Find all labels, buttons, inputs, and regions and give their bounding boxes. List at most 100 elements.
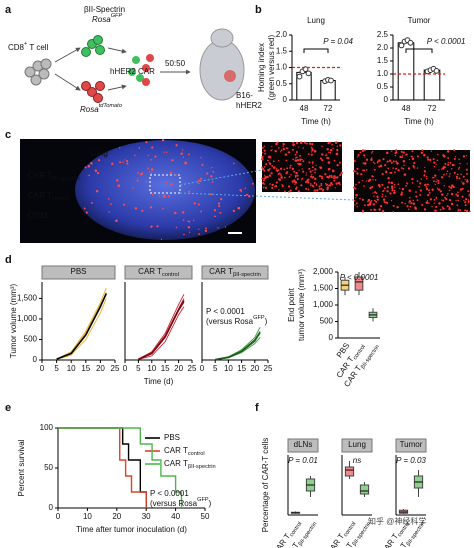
dot	[170, 183, 173, 186]
dot	[356, 206, 359, 208]
dot	[320, 175, 323, 178]
x-tick-label: 25	[264, 364, 273, 373]
dot	[327, 161, 331, 164]
dot	[138, 147, 141, 149]
dot	[369, 201, 372, 204]
dot	[267, 168, 270, 172]
dot	[400, 150, 403, 153]
dot	[425, 177, 428, 180]
dot	[150, 225, 153, 228]
dot	[434, 183, 436, 186]
dot	[299, 158, 302, 161]
dot	[294, 153, 297, 156]
dot	[413, 161, 416, 165]
dot	[436, 187, 439, 190]
dot	[440, 168, 443, 170]
tumor	[224, 70, 236, 82]
x-tick-label: 20	[174, 364, 183, 373]
dot	[373, 199, 376, 202]
dot	[318, 185, 321, 188]
dot	[374, 179, 377, 181]
dot	[416, 167, 419, 169]
dot	[311, 151, 313, 153]
text-part: control	[188, 451, 205, 457]
dot	[362, 179, 364, 182]
dot	[408, 200, 411, 203]
dot	[421, 149, 424, 151]
dot	[337, 181, 341, 185]
dot	[413, 167, 415, 169]
dot	[320, 184, 323, 187]
dot	[371, 175, 374, 178]
dot	[389, 172, 392, 174]
dot	[181, 211, 185, 214]
line	[215, 331, 261, 360]
dot	[298, 146, 300, 148]
dot	[334, 141, 338, 144]
dot	[244, 187, 246, 189]
y-axis-label: (green versus red)	[267, 34, 276, 100]
dot	[356, 167, 359, 170]
dot	[415, 191, 417, 193]
dot	[307, 153, 310, 155]
dot	[287, 190, 290, 193]
panel-header	[41, 265, 116, 280]
dot	[455, 193, 458, 196]
dot	[393, 191, 396, 195]
dot	[451, 163, 455, 167]
dot	[363, 204, 366, 206]
dot	[325, 182, 327, 185]
dot	[158, 195, 161, 197]
dot	[319, 166, 321, 168]
dot	[453, 149, 456, 152]
cell	[87, 87, 97, 97]
text-part: CAR T	[138, 267, 162, 276]
dot	[165, 151, 168, 153]
dot	[402, 151, 405, 154]
dot	[147, 167, 149, 170]
dot	[271, 164, 274, 167]
y-tick-label: 0	[283, 95, 288, 104]
label: CD8+ T cell	[8, 41, 49, 52]
dot	[279, 173, 282, 175]
dot	[336, 176, 339, 179]
dot	[263, 149, 266, 152]
dot	[224, 226, 227, 228]
dot	[354, 160, 356, 163]
dot	[266, 175, 269, 179]
dot	[421, 204, 423, 207]
dot	[119, 161, 122, 164]
text-part: GFP	[253, 315, 265, 321]
dot	[389, 160, 392, 162]
dot	[175, 144, 178, 147]
dot	[264, 152, 266, 155]
x-tick-label: 10	[83, 512, 92, 521]
dot	[448, 185, 451, 188]
x-axis-label: Time (d)	[144, 377, 174, 386]
dot	[453, 157, 456, 160]
dot	[452, 186, 455, 189]
dot	[268, 174, 272, 177]
dot	[313, 185, 315, 188]
dot	[269, 183, 271, 185]
cell	[93, 35, 103, 45]
dot	[174, 211, 177, 215]
dot	[333, 179, 336, 182]
dot	[354, 187, 357, 190]
dot	[308, 142, 312, 145]
dot	[429, 158, 432, 162]
dot	[163, 151, 165, 153]
label: hHER2 CAR	[110, 67, 155, 76]
annotation: (versus RosaGFP)	[150, 497, 212, 508]
dot	[419, 189, 423, 192]
dot	[393, 189, 396, 192]
dot	[320, 182, 323, 185]
arrow	[107, 84, 127, 91]
dot	[372, 192, 374, 194]
dot	[198, 179, 201, 182]
dot	[292, 141, 295, 144]
dot	[269, 162, 272, 165]
label: βII-Spectrin	[84, 5, 125, 14]
dot	[123, 203, 126, 206]
dot	[450, 167, 453, 170]
